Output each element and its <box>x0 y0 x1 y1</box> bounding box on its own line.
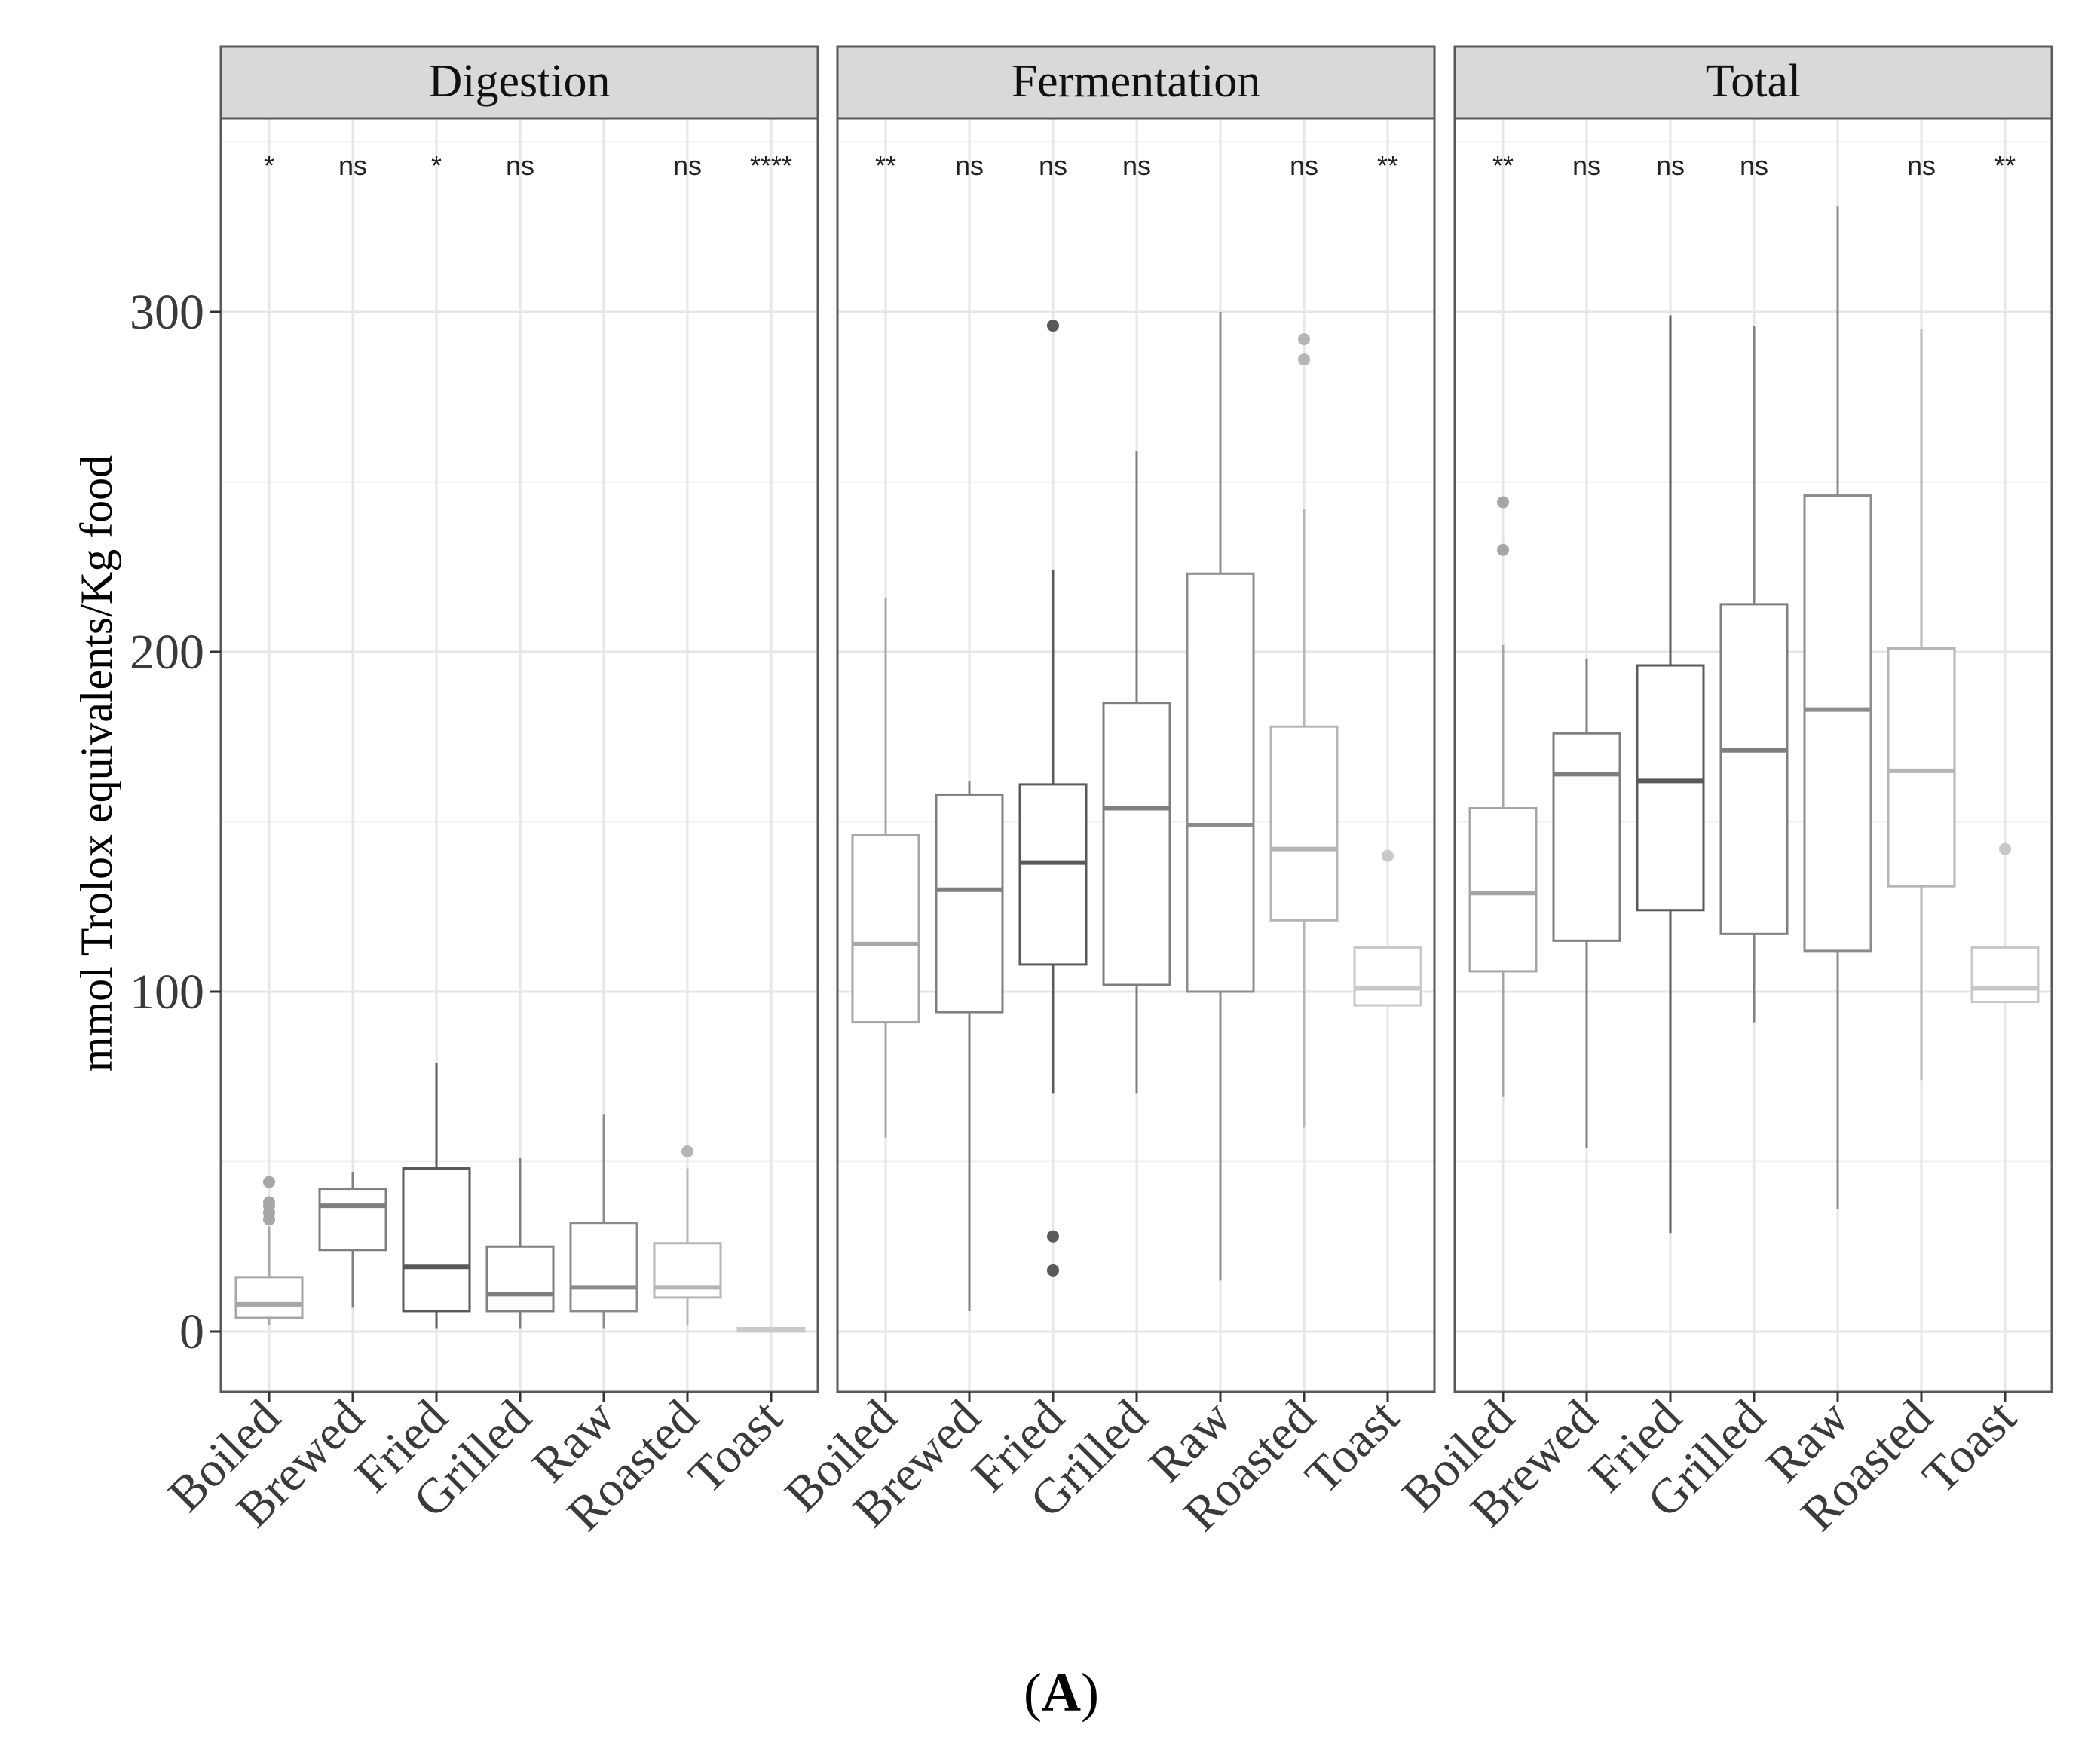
box-grilled <box>1719 326 1789 1023</box>
significance-label: ns <box>673 150 702 181</box>
box-iqr <box>1803 494 1872 953</box>
box-grilled <box>1102 451 1171 1094</box>
box-iqr <box>1353 946 1422 1007</box>
caption-letter: A <box>1042 1662 1081 1723</box>
box-roasted <box>653 1145 722 1325</box>
significance-label: ns <box>1656 150 1685 181</box>
box-iqr <box>1102 702 1171 986</box>
box-iqr <box>1552 732 1621 942</box>
facet-strip-label: Total <box>1706 56 1802 107</box>
caption-open-paren: ( <box>1024 1662 1042 1723</box>
x-tick-label: Toast <box>678 1390 793 1504</box>
y-tick-label: 100 <box>130 965 204 1020</box>
outlier-point <box>681 1145 693 1157</box>
box-iqr <box>851 834 920 1024</box>
significance-label: * <box>431 150 442 181</box>
box-raw <box>569 1114 638 1329</box>
y-tick-label: 300 <box>130 285 204 340</box>
figure-caption: (A) <box>1024 1662 1099 1723</box>
box-fried <box>1018 320 1088 1277</box>
outlier-point <box>263 1176 275 1188</box>
box-boiled <box>851 597 920 1138</box>
box-brewed <box>1552 659 1621 1148</box>
significance-label: * <box>264 150 274 181</box>
caption-close-paren: ) <box>1081 1662 1099 1723</box>
facet-strip <box>219 45 819 120</box>
box-boiled <box>1468 496 1538 1097</box>
box-boiled <box>234 1176 304 1325</box>
box-toast <box>1970 842 2040 1004</box>
significance-label: ns <box>1039 150 1067 181</box>
significance-label: ns <box>1740 150 1768 181</box>
box-iqr <box>1719 603 1789 935</box>
outlier-point <box>1047 1264 1059 1277</box>
facet-panels: Digestion* ns * ns ns ****BoiledBrewedFriedGr… <box>130 45 2053 1542</box>
significance-label: ns <box>1290 150 1318 181</box>
outlier-point <box>1497 496 1509 509</box>
significance-label: ** <box>1994 150 2016 181</box>
significance-label: ns <box>1907 150 1936 181</box>
facet-strip <box>1453 45 2053 120</box>
box-fried <box>402 1063 471 1329</box>
y-tick-label: 0 <box>179 1304 204 1359</box>
box-toast <box>1353 849 1422 1007</box>
box-brewed <box>935 781 1004 1311</box>
significance-label: ns <box>338 150 367 181</box>
y-axis-label: mmol Trolox equivalents/Kg food <box>72 455 121 1072</box>
box-iqr <box>1186 572 1255 993</box>
significance-label: ns <box>955 150 984 181</box>
facet-strip-label: Fermentation <box>1012 56 1261 107</box>
outlier-point <box>1298 333 1310 346</box>
box-iqr <box>1269 725 1339 922</box>
box-iqr <box>935 793 1004 1014</box>
outlier-point <box>1298 353 1310 366</box>
outlier-point <box>1497 543 1509 556</box>
box-brewed <box>318 1172 387 1308</box>
significance-label: **** <box>750 150 792 181</box>
box-roasted <box>1887 329 1956 1081</box>
outlier-point <box>263 1196 275 1209</box>
box-toast <box>736 1326 806 1333</box>
box-iqr <box>318 1188 387 1252</box>
significance-label: ** <box>1492 150 1514 181</box>
box-fried <box>1636 315 1705 1234</box>
facet-panel-digestion: Digestion* ns * ns ns ****BoiledBrewedFriedGr… <box>158 45 819 1542</box>
x-tick-label: Toast <box>1295 1390 1410 1504</box>
facet-panel-fermentation: Fermentation** ns ns ns ns **BoiledBrewedFrie… <box>775 45 1436 1542</box>
box-grilled <box>485 1157 555 1329</box>
outlier-point <box>1047 1230 1059 1243</box>
significance-label: ns <box>506 150 534 181</box>
facet-strip-label: Digestion <box>428 56 610 107</box>
box-roasted <box>1269 333 1339 1128</box>
x-tick-label: Toast <box>1912 1390 2027 1504</box>
y-axis: 0 100 200 300 <box>130 285 221 1359</box>
box-iqr <box>1018 783 1088 966</box>
box-iqr <box>1468 806 1538 973</box>
box-raw <box>1803 206 1872 1209</box>
outlier-point <box>1047 320 1059 332</box>
box-iqr <box>234 1276 304 1319</box>
y-tick-label: 200 <box>130 625 204 680</box>
box-iqr <box>1636 664 1705 912</box>
box-raw <box>1186 312 1255 1281</box>
box-iqr <box>1970 946 2040 1004</box>
significance-label: ** <box>875 150 896 181</box>
significance-label: ns <box>1122 150 1151 181</box>
box-iqr <box>485 1245 555 1313</box>
facet-panel-total: Total** ns ns ns ns **BoiledBrewedFriedGrille… <box>1392 45 2053 1542</box>
box-iqr <box>569 1222 638 1313</box>
box-iqr <box>402 1167 471 1313</box>
significance-label: ns <box>1572 150 1601 181</box>
box-iqr <box>1887 647 1956 888</box>
outlier-point <box>1382 849 1394 862</box>
significance-label: ** <box>1377 150 1398 181</box>
outlier-point <box>1999 842 2011 855</box>
